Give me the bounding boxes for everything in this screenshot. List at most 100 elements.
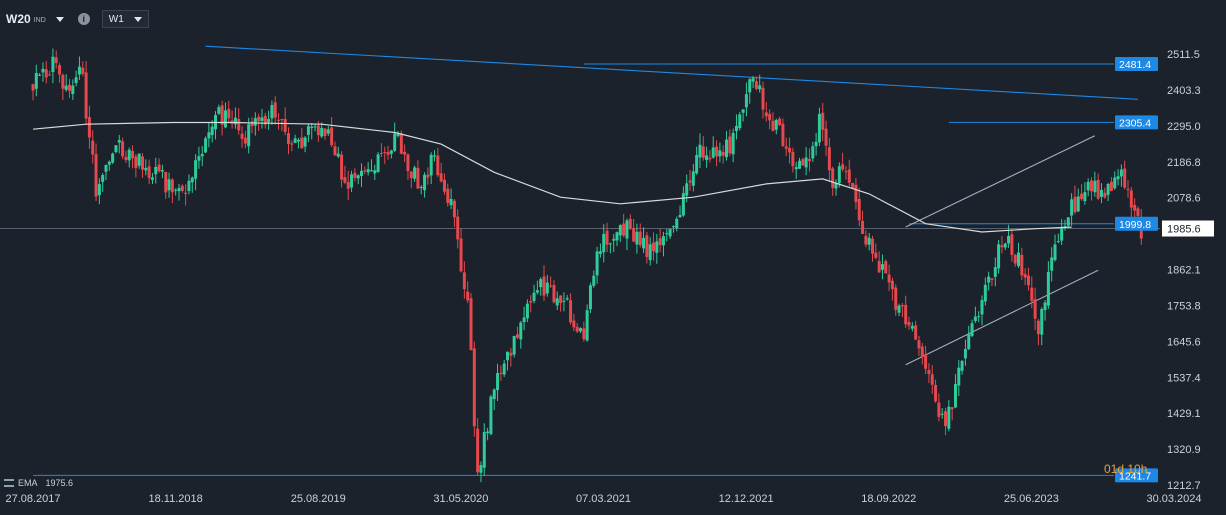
candle-body bbox=[701, 146, 705, 158]
candle-body bbox=[379, 153, 383, 155]
symbol-dropdown-icon[interactable] bbox=[55, 16, 64, 22]
candle-body bbox=[1129, 190, 1133, 208]
candle-body bbox=[977, 316, 981, 318]
candle-body bbox=[1090, 180, 1094, 192]
candle-body bbox=[283, 118, 287, 133]
candle-body bbox=[681, 193, 685, 216]
info-icon[interactable]: i bbox=[77, 13, 90, 25]
candle-body bbox=[708, 157, 712, 160]
candle-body bbox=[104, 165, 108, 172]
candle-body bbox=[572, 320, 576, 328]
timeframe-label: W1 bbox=[108, 13, 124, 25]
candle-body bbox=[117, 140, 121, 143]
candle-body bbox=[306, 126, 310, 135]
candle-body bbox=[635, 231, 639, 245]
candle-body bbox=[907, 321, 911, 326]
candle-body bbox=[934, 384, 938, 402]
candle-body bbox=[442, 179, 446, 192]
candle-body bbox=[296, 139, 300, 142]
candle-body bbox=[34, 73, 38, 89]
candle-body bbox=[247, 124, 251, 147]
candle-body bbox=[569, 300, 573, 323]
candle-body bbox=[867, 237, 871, 245]
y-tick-label: 2295.0 bbox=[1167, 121, 1201, 133]
candle-body bbox=[1013, 254, 1017, 264]
candle-body bbox=[54, 57, 58, 64]
candle-body bbox=[512, 336, 516, 355]
candle-body bbox=[131, 150, 135, 159]
candle-body bbox=[200, 153, 204, 157]
candle-body bbox=[58, 65, 62, 75]
candle-body bbox=[81, 67, 85, 74]
candle-body bbox=[141, 156, 145, 170]
y-tick-label: 1429.1 bbox=[1167, 408, 1201, 420]
candle-body bbox=[446, 188, 450, 203]
candle-body bbox=[734, 125, 738, 132]
candle-body bbox=[1109, 181, 1113, 192]
candle-body bbox=[429, 154, 433, 176]
y-tick-label: 1645.6 bbox=[1167, 336, 1201, 348]
trendline-descending bbox=[205, 45, 1139, 100]
candle-body bbox=[778, 118, 782, 125]
candle-body bbox=[94, 154, 98, 197]
candle-body bbox=[51, 56, 55, 72]
candle-body bbox=[1126, 188, 1130, 190]
candle-body bbox=[416, 167, 420, 189]
candle-body bbox=[217, 107, 221, 114]
candle-body bbox=[137, 153, 141, 166]
candle-body bbox=[565, 298, 569, 300]
chevron-down-icon bbox=[133, 16, 142, 22]
x-tick-label: 18.11.2018 bbox=[149, 493, 203, 505]
candle-body bbox=[585, 310, 589, 341]
candle-body bbox=[758, 85, 762, 90]
candle-body bbox=[452, 200, 456, 218]
candle-body bbox=[316, 125, 320, 136]
candle-body bbox=[794, 167, 798, 170]
candle-body bbox=[545, 282, 549, 294]
symbol-name[interactable]: W20 bbox=[6, 12, 31, 26]
timeframe-selector[interactable]: W1 bbox=[101, 10, 149, 28]
candle-body bbox=[1023, 273, 1027, 278]
candle-body bbox=[369, 170, 373, 172]
candle-body bbox=[144, 167, 148, 171]
candle-body bbox=[177, 187, 181, 192]
candle-body bbox=[433, 155, 437, 157]
ema-legend[interactable]: EMA 1975.6 bbox=[4, 478, 73, 488]
candle-body bbox=[41, 68, 45, 73]
candle-body bbox=[270, 105, 274, 119]
candle-body bbox=[472, 348, 476, 427]
candle-body bbox=[333, 146, 337, 156]
candle-body bbox=[91, 140, 95, 155]
candle-countdown: 01d 10h bbox=[1104, 462, 1148, 476]
candle-body bbox=[353, 172, 357, 178]
candle-body bbox=[914, 325, 918, 340]
candle-body bbox=[847, 169, 851, 183]
candle-body bbox=[1106, 183, 1110, 195]
candle-body bbox=[771, 120, 775, 131]
candle-body bbox=[579, 328, 583, 332]
candle-body bbox=[980, 300, 984, 315]
candle-body bbox=[854, 184, 858, 203]
candle-body bbox=[406, 154, 410, 171]
y-tick-label: 1862.1 bbox=[1167, 265, 1201, 277]
candle-body bbox=[290, 143, 294, 145]
ema-value: 1975.6 bbox=[45, 478, 74, 488]
candle-body bbox=[864, 235, 868, 245]
candle-body bbox=[983, 284, 987, 302]
candle-body bbox=[559, 295, 563, 303]
candle-body bbox=[476, 428, 480, 473]
candle-body bbox=[652, 242, 656, 252]
candle-body bbox=[210, 126, 214, 136]
candle-body bbox=[376, 154, 380, 173]
candle-body bbox=[768, 113, 772, 121]
indicator-settings-icon[interactable] bbox=[4, 479, 14, 487]
current-price-label: 1985.6 bbox=[1167, 224, 1201, 236]
candle-body bbox=[180, 185, 184, 191]
candle-body bbox=[731, 132, 735, 155]
candle-body bbox=[386, 152, 390, 155]
candle-body bbox=[97, 184, 101, 196]
candle-body bbox=[582, 328, 586, 340]
candle-body bbox=[489, 396, 493, 435]
candle-body bbox=[336, 153, 340, 157]
